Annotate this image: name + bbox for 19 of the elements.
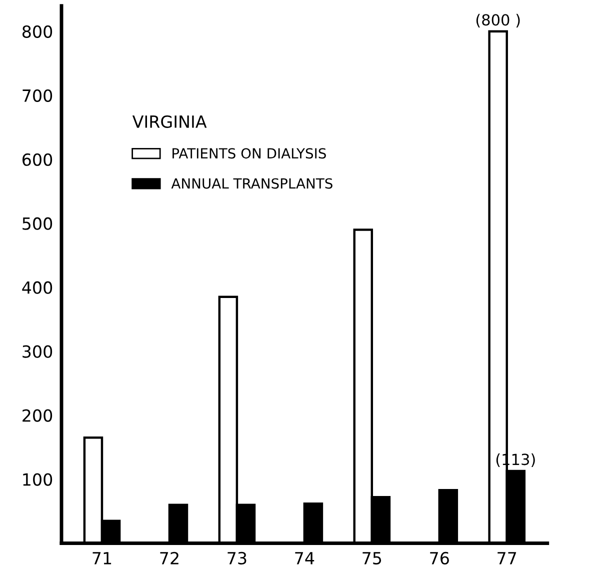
x-tick-label: 75 xyxy=(362,552,382,564)
y-tick-label: 800 xyxy=(22,25,52,38)
y-tick-label: 500 xyxy=(22,217,52,230)
y-tick-label: 300 xyxy=(22,345,52,358)
x-tick-label: 77 xyxy=(498,552,516,564)
data-label: (800 ) xyxy=(476,14,520,28)
x-tick-label: 76 xyxy=(430,552,449,564)
x-tick-label: 71 xyxy=(92,552,112,564)
x-tick-label: 74 xyxy=(295,552,314,564)
legend-label: PATIENTS ON DIALYSIS xyxy=(172,148,326,159)
legend-label: ANNUAL TRANSPLANTS xyxy=(171,178,332,189)
y-tick-label: 600 xyxy=(22,153,52,166)
y-tick-label: 200 xyxy=(22,409,52,422)
x-tick-label: 73 xyxy=(228,552,246,564)
y-tick-label: 700 xyxy=(22,89,52,102)
x-tick-label: 72 xyxy=(160,552,178,564)
y-tick-label: 400 xyxy=(22,281,52,294)
legend-title: VIRGINIA xyxy=(132,115,207,128)
y-tick-label: 100 xyxy=(23,473,52,486)
